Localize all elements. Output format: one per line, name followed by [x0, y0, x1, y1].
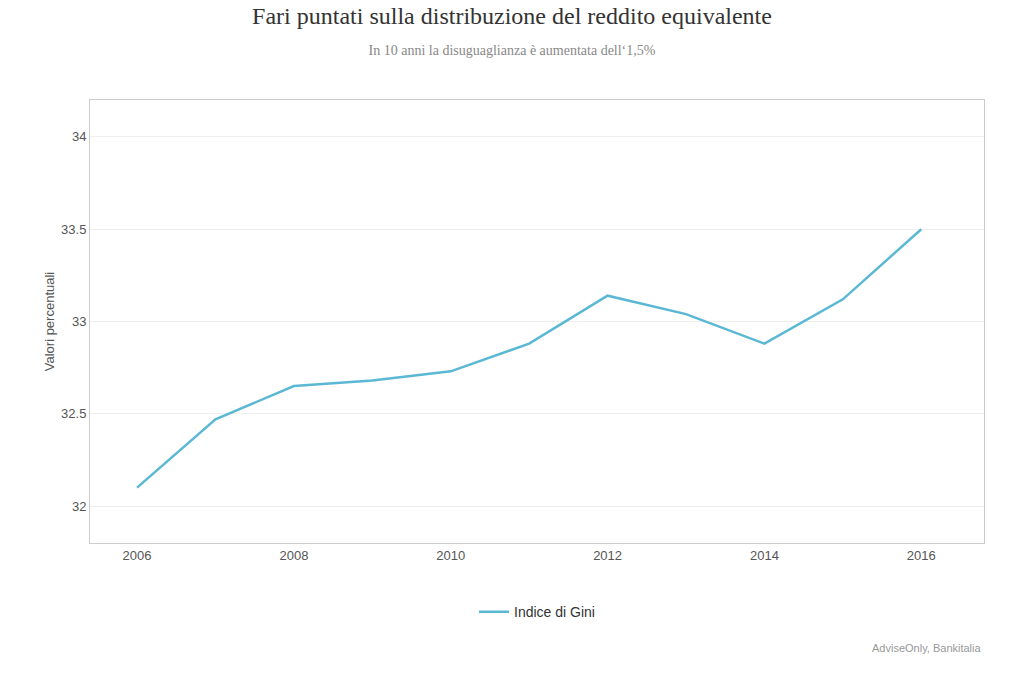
svg-text:Valori percentuali: Valori percentuali — [42, 272, 57, 372]
svg-text:2012: 2012 — [593, 548, 622, 563]
svg-text:32: 32 — [72, 499, 86, 514]
svg-text:2006: 2006 — [123, 548, 152, 563]
svg-text:33: 33 — [72, 314, 86, 329]
svg-text:2008: 2008 — [279, 548, 308, 563]
svg-text:2016: 2016 — [907, 548, 936, 563]
svg-text:33.5: 33.5 — [61, 222, 86, 237]
svg-text:Fari puntati sulla distribuzio: Fari puntati sulla distribuzione del red… — [252, 3, 772, 58]
svg-text:2014: 2014 — [750, 548, 779, 563]
svg-text:Indice di Gini: Indice di Gini — [514, 604, 595, 620]
svg-text:AdviseOnly, Bankitalia: AdviseOnly, Bankitalia — [872, 642, 982, 654]
svg-text:34: 34 — [72, 129, 86, 144]
svg-text:2010: 2010 — [436, 548, 465, 563]
svg-text:32.5: 32.5 — [61, 406, 86, 421]
